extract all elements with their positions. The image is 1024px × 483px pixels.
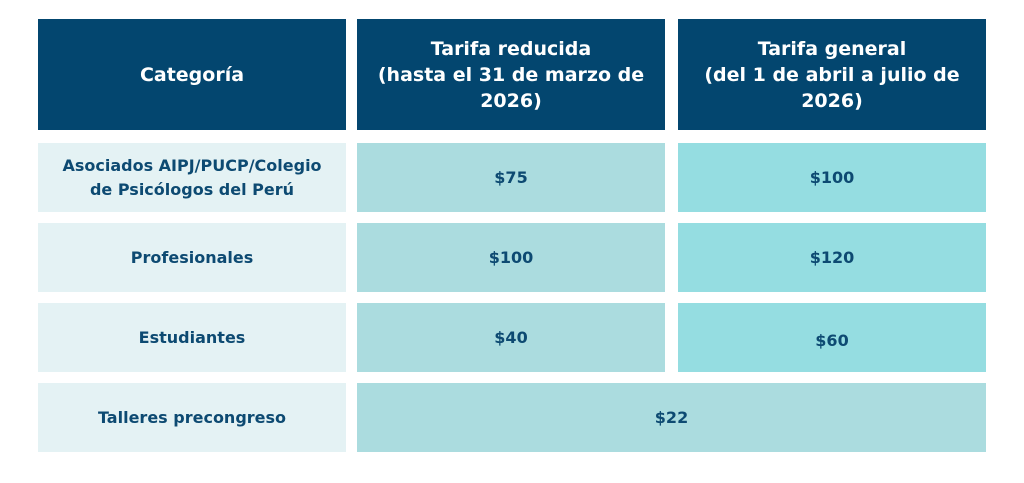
row-students-reduced-value: $40: [494, 328, 528, 347]
row-students-general-value: $60: [815, 331, 849, 350]
header-reduced-rate: Tarifa reducida (hasta el 31 de marzo de…: [357, 19, 665, 130]
row-workshops-category-label: Talleres precongreso: [97, 407, 287, 427]
row-professionals-general-value: $120: [809, 248, 855, 267]
row-professionals-general: $120: [678, 223, 986, 292]
row-associates-category: Asociados AIPJ/PUCP/Colegio de Psicólogo…: [38, 143, 346, 212]
header-general-rate: Tarifa general (del 1 de abril a julio d…: [678, 19, 986, 130]
row-workshops-price: $22: [357, 383, 986, 452]
row-professionals-category: Profesionales: [38, 223, 346, 292]
row-students-category-label: Estudiantes: [138, 327, 246, 347]
row-professionals-reduced-value: $100: [488, 248, 534, 267]
row-workshops-category: Talleres precongreso: [38, 383, 346, 452]
row-students-category: Estudiantes: [38, 303, 346, 372]
row-professionals-category-label: Profesionales: [130, 247, 254, 267]
row-students-general: $60: [678, 303, 986, 372]
header-category: Categoría: [38, 19, 346, 130]
row-associates-reduced-value: $75: [494, 168, 528, 187]
header-general-rate-label: Tarifa general (del 1 de abril a julio d…: [704, 37, 960, 112]
row-professionals-reduced: $100: [357, 223, 665, 292]
header-reduced-rate-label: Tarifa reducida (hasta el 31 de marzo de…: [377, 37, 645, 112]
header-category-label: Categoría: [139, 63, 245, 86]
row-associates-general: $100: [678, 143, 986, 212]
row-associates-category-label: Asociados AIPJ/PUCP/Colegio de Psicólogo…: [62, 155, 322, 199]
row-associates-general-value: $100: [809, 168, 855, 187]
row-workshops-price-value: $22: [654, 408, 689, 427]
row-associates-reduced: $75: [357, 143, 665, 212]
row-students-reduced: $40: [357, 303, 665, 372]
